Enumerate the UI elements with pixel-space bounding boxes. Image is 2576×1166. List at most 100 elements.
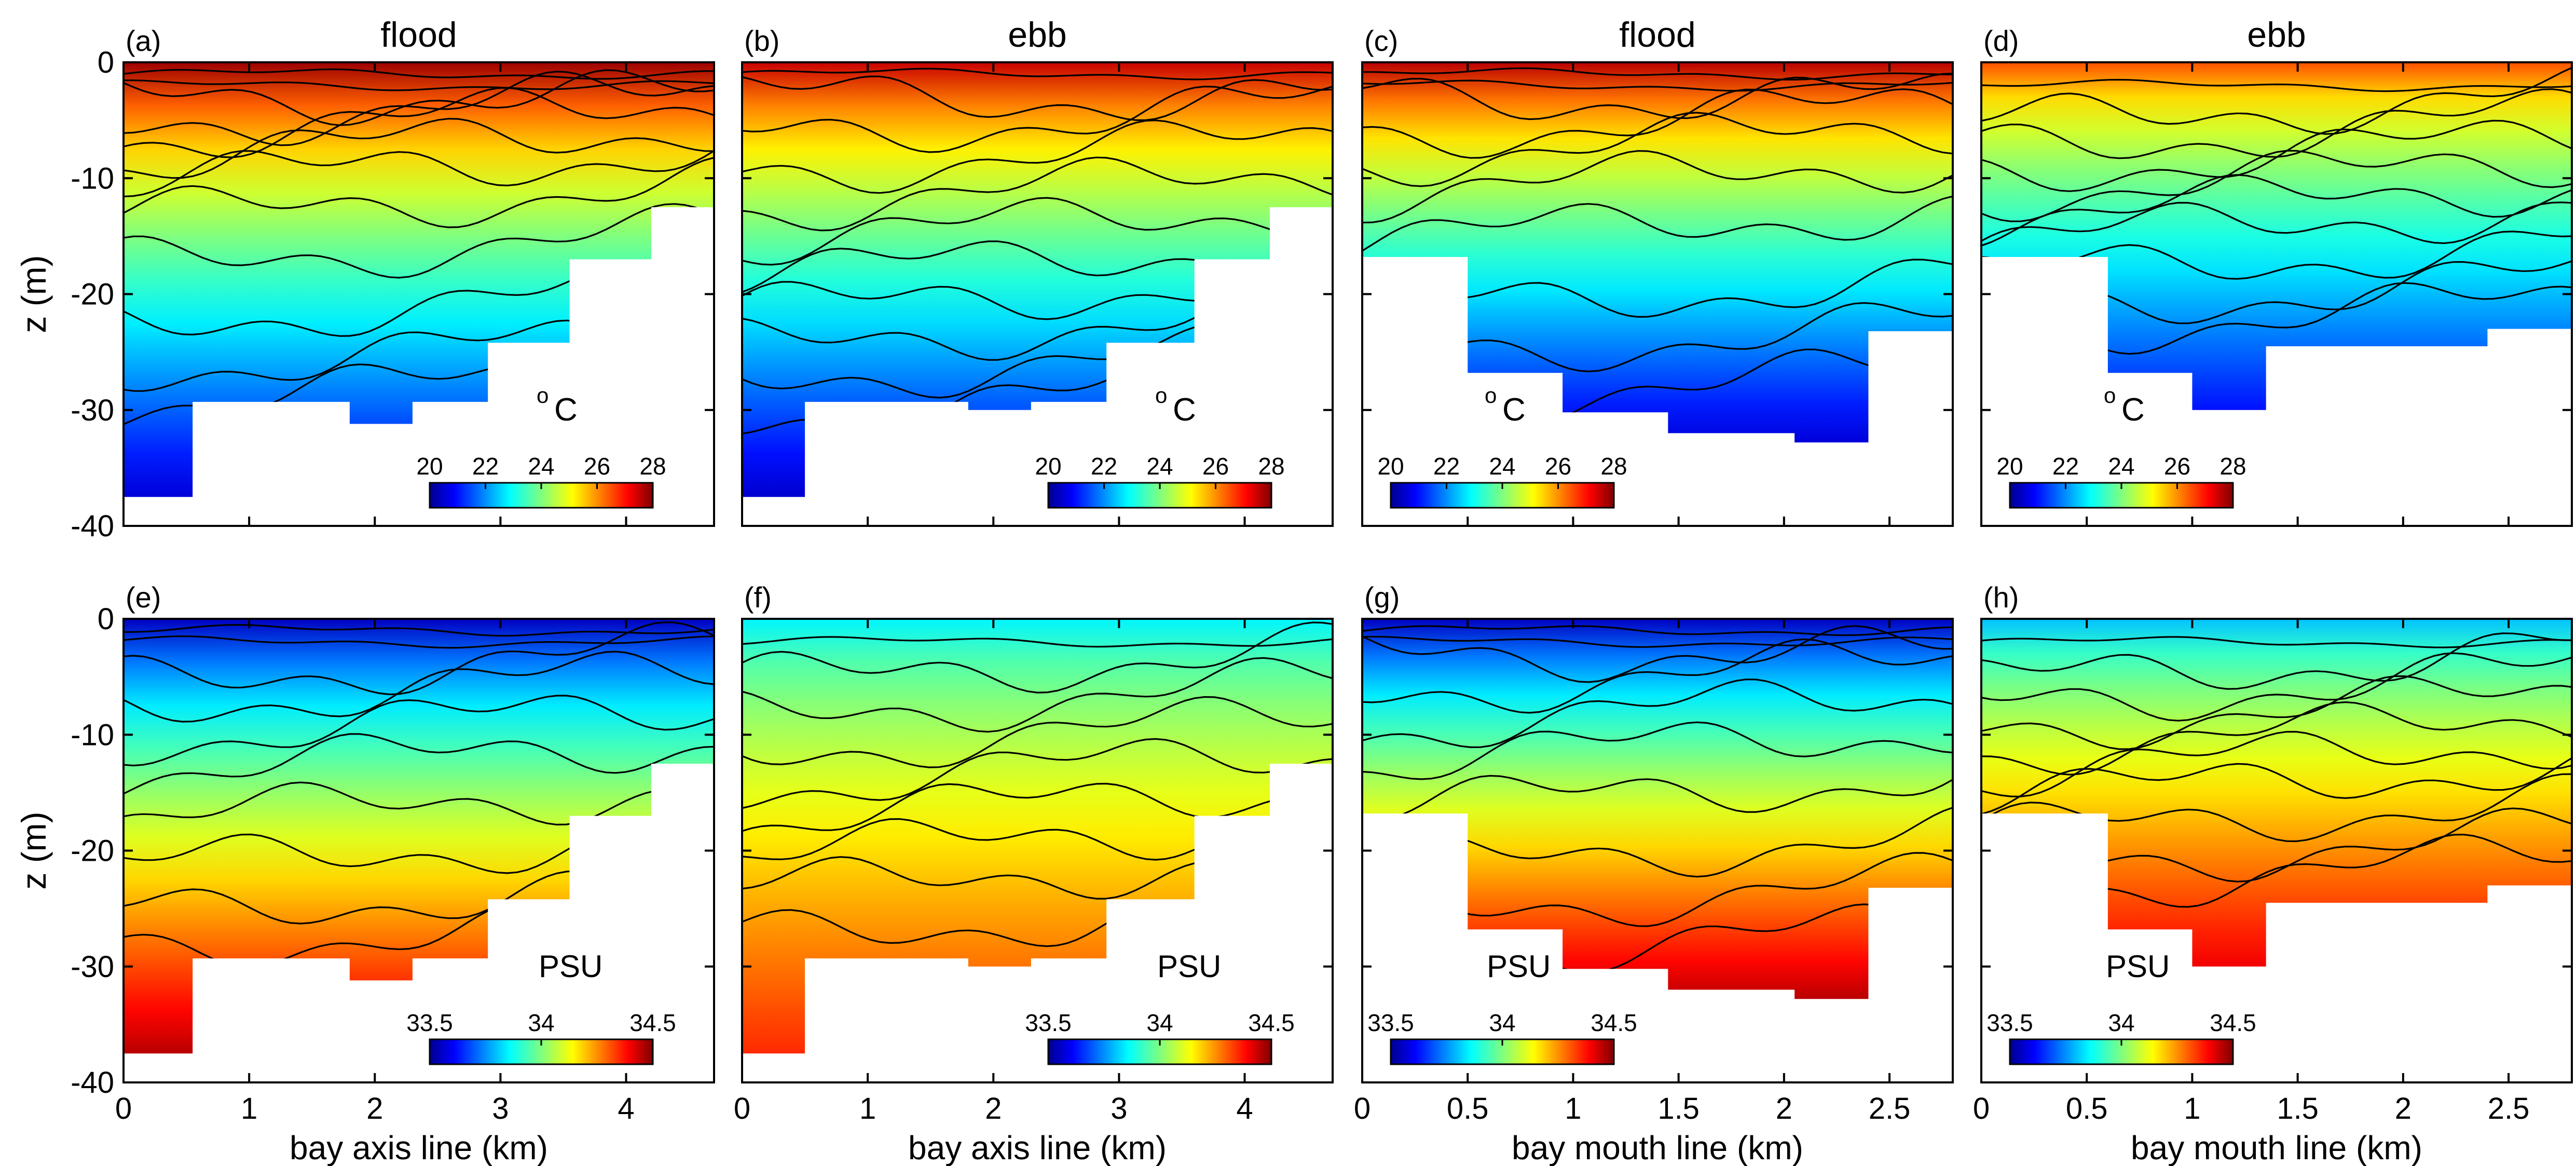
contour-line — [1981, 119, 2572, 192]
panel-label: (d) — [1983, 24, 2019, 57]
unit-label: C — [554, 392, 578, 428]
colorbar-tick-label: 22 — [2052, 453, 2079, 480]
water-field — [1981, 62, 2572, 410]
x-tick-label: 1 — [1565, 1092, 1581, 1126]
y-tick-label: -20 — [71, 278, 114, 311]
contour-line — [742, 86, 1333, 153]
contour-line — [1362, 195, 1953, 252]
x-tick-label: 2.5 — [2488, 1092, 2530, 1126]
panel-b: (b) ebb 20 22 24 26 28 o C — [741, 15, 1334, 527]
x-tick-label: 1.5 — [1657, 1092, 1700, 1126]
colorbar-tick-label: 33.5 — [406, 1009, 453, 1036]
panel-label: (e) — [126, 581, 161, 614]
contour-line — [1362, 150, 1953, 224]
colorbar-tick-label: 34.5 — [629, 1009, 676, 1036]
contour-line — [742, 782, 1333, 832]
colorbar-tick-label: 24 — [528, 453, 554, 480]
contour-line — [1981, 675, 2572, 750]
y-tick-label: -30 — [71, 950, 114, 984]
x-tick-label: 2 — [2395, 1092, 2411, 1126]
contour-line — [742, 636, 1333, 648]
y-tick-label: -10 — [71, 161, 114, 195]
contour-line — [1362, 112, 1953, 187]
x-axis-label: bay axis line (km) — [290, 1129, 548, 1166]
colorbar-tick-label: 28 — [2219, 453, 2246, 480]
y-axis-label: z (m) — [15, 811, 53, 889]
water-field — [1981, 619, 2572, 967]
panel-g: 0 0.5 1 1.5 2 2.5 (g) bay mouth line (km) 33.5 34… — [1354, 581, 1954, 1166]
contour-line — [1362, 79, 1953, 92]
contour-line — [124, 695, 714, 767]
colorbar-tick-label: 20 — [1035, 453, 1061, 480]
contour-line — [1981, 66, 2572, 135]
colorbar-tick-label: 20 — [1996, 453, 2023, 480]
contour-line — [124, 621, 714, 696]
colorbar-tick-label: 33.5 — [1986, 1009, 2033, 1036]
y-tick-label: 0 — [98, 46, 114, 79]
panel-h: 0 0.5 1 1.5 2 2.5 (h) bay mouth line (km) 33.5 34… — [1973, 581, 2573, 1166]
panel-title: ebb — [1008, 15, 1066, 55]
x-tick-label: 1 — [2184, 1092, 2200, 1126]
contour-line — [1362, 73, 1953, 120]
x-tick-label: 0 — [1354, 1092, 1371, 1126]
unit-superscript: o — [2104, 383, 2116, 408]
contour-line — [124, 79, 714, 91]
y-tick-label: 0 — [98, 602, 114, 636]
x-tick-label: 2 — [985, 1092, 1002, 1126]
colorbar-tick-label: 28 — [1600, 453, 1627, 480]
panel-e: 0 1 2 3 40-10-20-30-40(e)bay axis line (km)z… — [15, 581, 715, 1166]
x-tick-label: 4 — [618, 1092, 634, 1126]
contour-line — [124, 203, 714, 279]
panel-d: (d) ebb 20 22 24 26 28 o C — [1980, 15, 2573, 527]
panel-label: (g) — [1364, 581, 1400, 614]
contour-line — [1362, 88, 1953, 159]
unit-label: C — [1502, 392, 1526, 428]
panel-label: (a) — [126, 24, 161, 57]
water-field — [124, 619, 714, 1054]
water-field — [1362, 62, 1953, 443]
unit-label: C — [2121, 392, 2145, 428]
colorbar-tick-label: 33.5 — [1025, 1009, 1072, 1036]
contour-line — [1981, 78, 2572, 92]
contour-line — [1362, 625, 1953, 683]
colorbar-tick-label: 22 — [1091, 453, 1117, 480]
contour-line — [124, 635, 714, 649]
x-tick-label: 2 — [1776, 1092, 1792, 1126]
colorbar-tick-label: 20 — [1377, 453, 1404, 480]
colorbar-tick-label: 22 — [472, 453, 499, 480]
water-field — [1362, 619, 1953, 999]
x-tick-label: 1.5 — [2277, 1092, 2319, 1126]
contour-line — [1362, 775, 1953, 822]
contour-line — [124, 87, 714, 158]
contour-line — [1362, 635, 1953, 648]
water-field — [124, 62, 714, 497]
contour-line — [1981, 636, 2572, 648]
unit-label: C — [1173, 392, 1196, 428]
colorbar-tick-label: 26 — [1545, 453, 1571, 480]
contour-line — [124, 69, 714, 126]
unit-label: PSU — [2106, 949, 2170, 984]
water-field — [742, 62, 1333, 497]
x-tick-label: 1 — [859, 1092, 876, 1126]
contour-line — [1981, 730, 2572, 797]
panel-label: (b) — [744, 24, 779, 57]
y-tick-label: -40 — [71, 509, 114, 543]
panel-title: flood — [380, 15, 457, 55]
contour-line — [1981, 757, 2572, 815]
x-tick-label: 3 — [492, 1092, 509, 1126]
colorbar-tick-label: 34 — [528, 1009, 554, 1036]
x-tick-label: 0.5 — [1447, 1092, 1489, 1126]
contour-line — [1981, 652, 2572, 722]
colorbar-tick-label: 34 — [1146, 1009, 1173, 1036]
contour-group — [1362, 625, 1953, 974]
panel-label: (f) — [744, 581, 772, 614]
contour-line — [1981, 701, 2572, 776]
unit-label: PSU — [1157, 949, 1221, 984]
colorbar-tick-label: 26 — [1202, 453, 1229, 480]
colorbar-tick-label: 28 — [639, 453, 666, 480]
contour-line — [1981, 174, 2572, 247]
panel-a: 0 -10 -20 -30 -40 (a) flood z (m) 20 22 24 26 28 o C — [15, 15, 715, 543]
unit-superscript: o — [1155, 383, 1167, 408]
contour-line — [1981, 201, 2572, 245]
